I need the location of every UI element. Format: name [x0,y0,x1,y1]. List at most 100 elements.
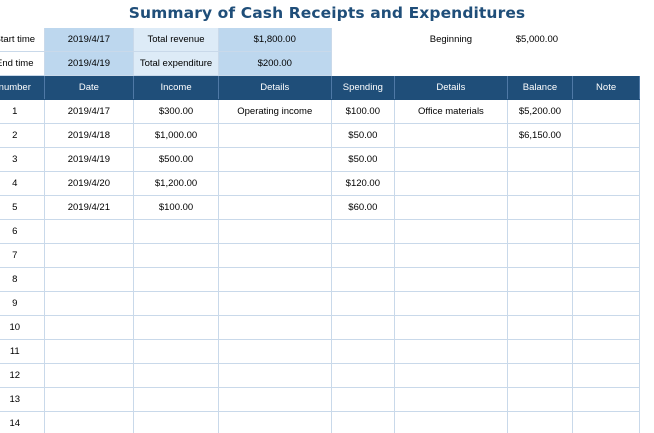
cell-income[interactable]: $100.00 [133,195,219,220]
cell-income-details[interactable] [218,243,332,268]
cell-income-details[interactable] [218,147,332,172]
col-header-income-details[interactable]: Details [218,75,332,100]
cell-date[interactable] [44,267,135,292]
cell-date[interactable] [44,363,135,388]
cell-spending[interactable]: $120.00 [331,171,396,196]
cell-income-details[interactable] [218,291,332,316]
cell-income[interactable] [133,219,219,244]
cell-income-details[interactable] [218,315,332,340]
cell-income[interactable]: $500.00 [133,147,219,172]
cell-spending[interactable]: $100.00 [331,99,396,124]
cell-number[interactable]: 11 [0,339,45,364]
cell-income-details[interactable] [218,219,332,244]
cell-income-details[interactable] [218,195,332,220]
cell-date[interactable] [44,315,135,340]
cell-spending-details[interactable] [394,219,508,244]
cell-note[interactable] [572,123,640,148]
cell-number[interactable]: 4 [0,171,45,196]
cell-income-details[interactable]: Operating income [218,99,332,124]
cell-spending-details[interactable]: Office materials [394,99,508,124]
cell-date[interactable] [44,411,135,433]
empty-cell[interactable] [507,51,573,76]
cell-balance[interactable]: $6,150.00 [507,123,574,148]
cell-number[interactable]: 10 [0,315,45,340]
cell-spending[interactable] [331,339,396,364]
cell-number[interactable]: 2 [0,123,45,148]
cell-balance[interactable] [507,315,574,340]
cell-note[interactable] [572,99,640,124]
cell-spending-details[interactable] [394,267,508,292]
cell-number[interactable]: 1 [0,99,45,124]
cell-date[interactable]: 2019/4/20 [44,171,135,196]
cell-balance[interactable] [507,243,574,268]
cell-income-details[interactable] [218,363,332,388]
cell-number[interactable]: 14 [0,411,45,433]
col-header-spending[interactable]: Spending [331,75,396,100]
cell-income-details[interactable] [218,171,332,196]
cell-income-details[interactable] [218,123,332,148]
cell-balance[interactable]: $5,200.00 [507,99,574,124]
cell-note[interactable] [572,315,640,340]
empty-cell[interactable] [572,51,640,76]
cell-note[interactable] [572,291,640,316]
cell-date[interactable]: 2019/4/19 [44,147,135,172]
cell-balance[interactable] [507,147,574,172]
cell-date[interactable] [44,387,135,412]
cell-income-details[interactable] [218,267,332,292]
cell-balance[interactable] [507,291,574,316]
cell-spending[interactable] [331,219,396,244]
cell-balance[interactable] [507,387,574,412]
cell-spending[interactable] [331,291,396,316]
cell-spending[interactable]: $50.00 [331,147,396,172]
cell-income[interactable]: $1,200.00 [133,171,219,196]
cell-note[interactable] [572,411,640,433]
cell-balance[interactable] [507,171,574,196]
cell-spending-details[interactable] [394,195,508,220]
col-header-income[interactable]: Income [133,75,219,100]
cell-note[interactable] [572,387,640,412]
cell-income[interactable] [133,339,219,364]
beginning-cell[interactable]: $5,000.00 [507,28,640,52]
cell-income[interactable] [133,315,219,340]
cell-spending-details[interactable] [394,339,508,364]
cell-number[interactable]: 7 [0,243,45,268]
cell-number[interactable]: 8 [0,267,45,292]
cell-spending-details[interactable] [394,147,508,172]
cell-number[interactable]: 9 [0,291,45,316]
cell-balance[interactable] [507,363,574,388]
col-header-date[interactable]: Date [44,75,135,100]
cell-number[interactable]: 5 [0,195,45,220]
cell-spending[interactable] [331,243,396,268]
cell-date[interactable] [44,291,135,316]
cell-balance[interactable] [507,219,574,244]
cell-income[interactable] [133,243,219,268]
cell-number[interactable]: 3 [0,147,45,172]
cell-note[interactable] [572,147,640,172]
cell-balance[interactable] [507,267,574,292]
cell-spending-details[interactable] [394,123,508,148]
cell-note[interactable] [572,363,640,388]
cell-number[interactable]: 6 [0,219,45,244]
total-expenditure-cell[interactable]: $200.00 [218,51,332,76]
cell-income[interactable] [133,387,219,412]
cell-date[interactable]: 2019/4/21 [44,195,135,220]
cell-spending[interactable]: $50.00 [331,123,396,148]
cell-spending[interactable] [331,267,396,292]
cell-spending[interactable] [331,387,396,412]
col-header-balance[interactable]: Balance [507,75,574,100]
cell-note[interactable] [572,339,640,364]
cell-spending-details[interactable] [394,387,508,412]
cell-date[interactable] [44,243,135,268]
cell-income[interactable] [133,411,219,433]
cell-spending-details[interactable] [394,291,508,316]
cell-balance[interactable] [507,411,574,433]
cell-spending[interactable]: $60.00 [331,195,396,220]
cell-income[interactable]: $1,000.00 [133,123,219,148]
cell-income[interactable] [133,291,219,316]
cell-spending-details[interactable] [394,315,508,340]
cell-note[interactable] [572,171,640,196]
cell-spending-details[interactable] [394,411,508,433]
col-header-spending-details[interactable]: Details [394,75,508,100]
cell-income-details[interactable] [218,411,332,433]
cell-income[interactable]: $300.00 [133,99,219,124]
